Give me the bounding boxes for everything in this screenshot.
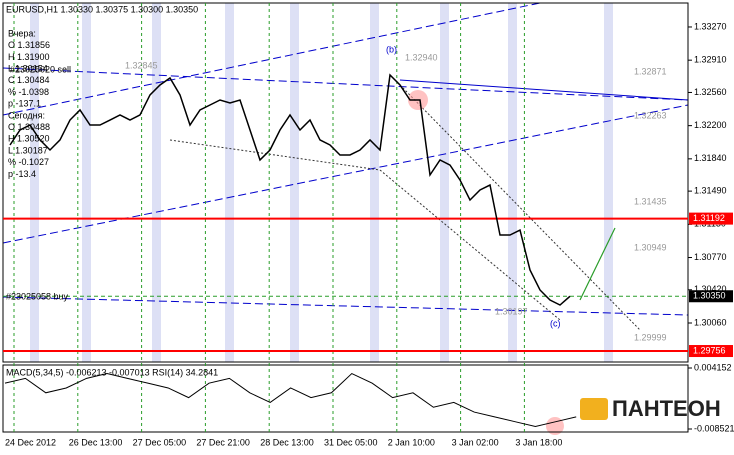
logo-text: ПАНТЕОН <box>612 396 721 421</box>
annotation: 1.30949 <box>634 242 667 252</box>
x-tick-label: 24 Dec 2012 <box>5 437 56 447</box>
info-line: L 1.30187 <box>8 145 48 155</box>
logo: ПАНТЕОН <box>580 396 721 421</box>
annotation: #23025058 buy <box>6 291 69 301</box>
y-tick-label: 1.31490 <box>694 185 727 195</box>
annotation: 1.31435 <box>634 196 667 206</box>
y-tick-label: 1.31840 <box>694 153 727 163</box>
annotation: 1.32871 <box>634 66 667 76</box>
highlight <box>546 417 564 435</box>
macd-line <box>4 372 577 428</box>
y-tick-label: 1.32910 <box>694 55 727 65</box>
level-label: 1.31192 <box>693 213 725 223</box>
y-tick-label: 1.32200 <box>694 120 727 130</box>
info-line: O 1.30488 <box>8 122 50 132</box>
wave-lines <box>169 84 641 331</box>
price-line <box>9 73 571 306</box>
x-tick-label: 27 Dec 05:00 <box>133 437 187 447</box>
x-tick-label: 2 Jan 10:00 <box>388 437 435 447</box>
annotation: 1.30197 <box>495 306 528 316</box>
info-line: % -1.0398 <box>8 87 49 97</box>
info-line: O 1.31856 <box>8 40 50 50</box>
info-line: Сегодня: <box>8 110 45 120</box>
annotation: (c) <box>550 318 561 328</box>
info-line: p -137.1 <box>8 99 41 109</box>
y-tick-label: 1.32560 <box>694 87 727 97</box>
level-box <box>689 345 733 358</box>
trend-lines <box>2 2 689 316</box>
info-line: L 1.30154 <box>8 63 48 73</box>
y-tick-label: 1.30060 <box>694 317 727 327</box>
y-tick-label: 1.33270 <box>694 21 727 31</box>
annotation: (b) <box>386 44 397 54</box>
info-line: H 1.31900 <box>8 52 50 62</box>
main-frame <box>2 2 689 363</box>
x-tick-label: 27 Dec 21:00 <box>196 437 250 447</box>
y-tick-label: 0.004152 <box>694 362 732 372</box>
x-tick-label: 3 Jan 18:00 <box>515 437 562 447</box>
level-label: 1.29756 <box>693 345 726 355</box>
info-line: % -0.1027 <box>8 157 49 167</box>
annotation: 1.32940 <box>405 52 438 62</box>
projection <box>579 227 616 301</box>
bands <box>30 3 613 362</box>
info-line: Вчера: <box>8 28 36 38</box>
x-tick-label: 3 Jan 02:00 <box>452 437 499 447</box>
annotation: 1.32263 <box>634 110 667 120</box>
x-tick-label: 31 Dec 05:00 <box>324 437 378 447</box>
macd-frame <box>2 364 689 433</box>
x-tick-label: 26 Dec 13:00 <box>69 437 123 447</box>
level-label: 1.30350 <box>693 291 726 301</box>
info-line: C 1.30484 <box>8 75 50 85</box>
level-box <box>689 212 733 225</box>
annotation: 1.32845 <box>125 60 158 70</box>
y-tick-label: 1.30770 <box>694 252 727 262</box>
y-tick-label: 1.30420 <box>694 284 727 294</box>
macd-title: MACD(5,34,5) -0.006213 -0.007013 RSI(14)… <box>6 367 218 377</box>
y-tick-label: -0.008521 <box>694 423 734 433</box>
level-box <box>689 290 733 303</box>
symbol-header: EURUSD,H1 1.30330 1.30375 1.30300 1.3035… <box>6 4 198 14</box>
annotation: #23025020 sell <box>10 64 71 74</box>
info-line: H 1.30520 <box>8 134 50 144</box>
info-line: p -13.4 <box>8 169 36 179</box>
annotation: 1.29999 <box>634 332 667 342</box>
x-tick-label: 28 Dec 13:00 <box>260 437 314 447</box>
